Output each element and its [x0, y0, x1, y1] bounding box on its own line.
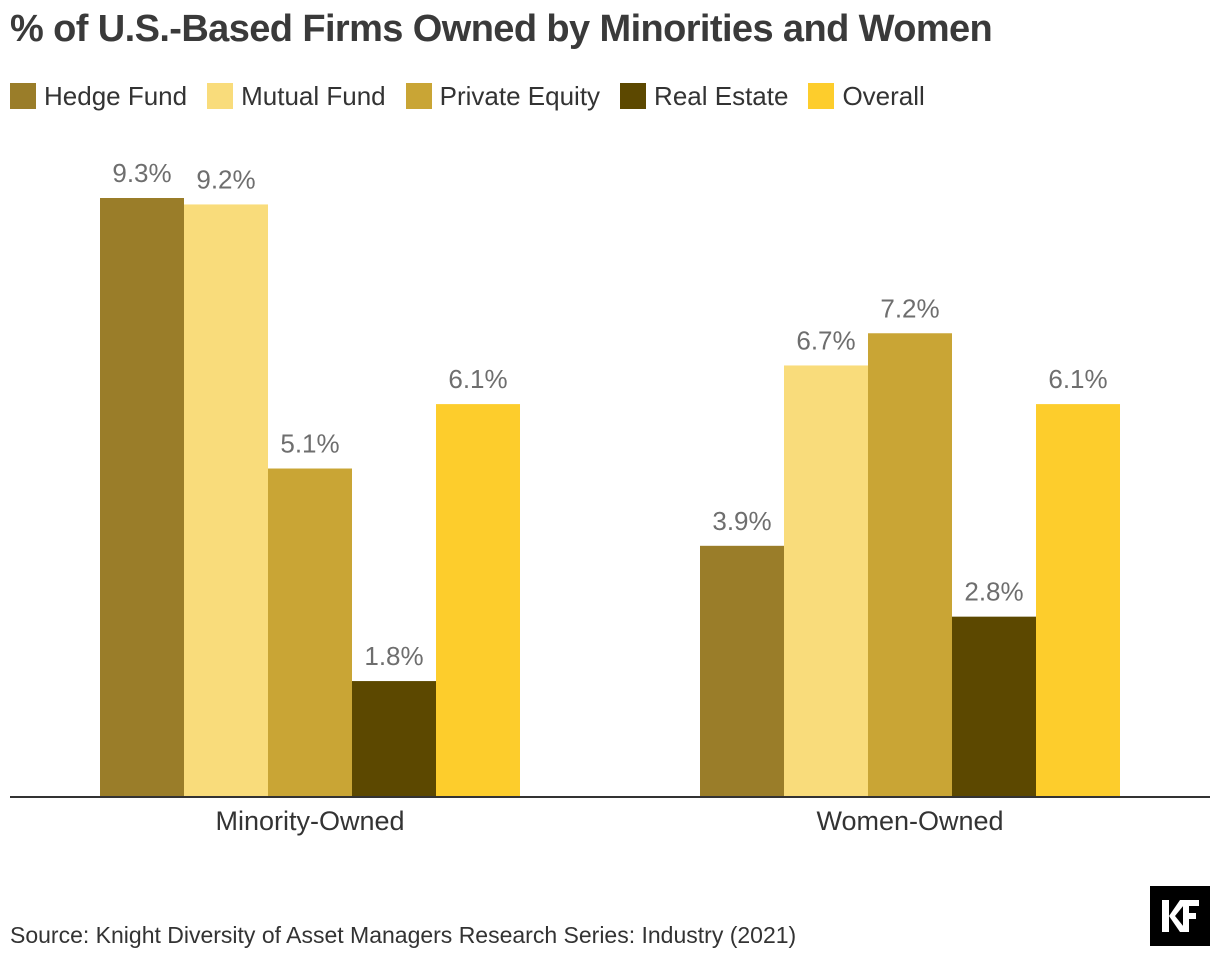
chart-title: % of U.S.-Based Firms Owned by Minoritie…: [10, 8, 993, 50]
bar-women-owned-overall: [1036, 404, 1120, 797]
legend-item-overall: Overall: [808, 80, 925, 112]
data-label-minority-owned-real-estate: 1.8%: [364, 641, 423, 671]
legend-label: Real Estate: [654, 80, 789, 111]
data-label-women-owned-overall: 6.1%: [1048, 364, 1107, 394]
bar-women-owned-real-estate: [952, 616, 1036, 797]
legend-label: Mutual Fund: [241, 80, 386, 111]
legend-swatch: [405, 83, 432, 109]
source-note: Source: Knight Diversity of Asset Manage…: [10, 922, 797, 948]
legend: Hedge Fund Mutual Fund Private Equity Real …: [10, 78, 925, 114]
data-label-women-owned-real-estate: 2.8%: [964, 577, 1023, 607]
bar-minority-owned-real-estate: [352, 681, 436, 797]
legend-item-hedge-fund: Hedge Fund: [10, 81, 187, 112]
data-label-minority-owned-mutual-fund: 9.2%: [196, 164, 255, 194]
legend-swatch: [620, 83, 647, 109]
data-label-minority-owned-overall: 6.1%: [448, 364, 507, 394]
legend-label: Overall: [842, 80, 925, 111]
x-tick-label-women-owned: Women-Owned: [816, 806, 1003, 836]
bar-minority-owned-private-equity: [268, 468, 352, 797]
data-label-minority-owned-private-equity: 5.1%: [280, 429, 339, 459]
bar-women-owned-private-equity: [868, 333, 952, 797]
data-label-women-owned-hedge-fund: 3.9%: [712, 506, 771, 536]
legend-item-private-equity: Private Equity: [405, 80, 601, 112]
legend-item-real-estate: Real Estate: [620, 81, 788, 112]
bar-minority-owned-hedge-fund: [100, 198, 184, 797]
legend-label: Hedge Fund: [44, 80, 188, 111]
legend-swatch: [808, 83, 835, 109]
x-tick-label-minority-owned: Minority-Owned: [215, 806, 404, 836]
bar-minority-owned-overall: [436, 404, 520, 797]
data-label-women-owned-private-equity: 7.2%: [880, 293, 939, 323]
legend-swatch: [10, 83, 36, 109]
legend-label: Private Equity: [439, 80, 601, 111]
bar-minority-owned-mutual-fund: [184, 204, 268, 797]
kf-logo-icon: [1162, 900, 1199, 932]
bar-women-owned-mutual-fund: [784, 365, 868, 797]
knight-foundation-logo: [1150, 886, 1210, 946]
bar-women-owned-hedge-fund: [700, 545, 784, 797]
legend-swatch: [207, 83, 234, 109]
legend-item-mutual-fund: Mutual Fund: [207, 81, 386, 112]
data-label-minority-owned-hedge-fund: 9.3%: [112, 158, 171, 188]
data-label-women-owned-mutual-fund: 6.7%: [796, 325, 855, 355]
